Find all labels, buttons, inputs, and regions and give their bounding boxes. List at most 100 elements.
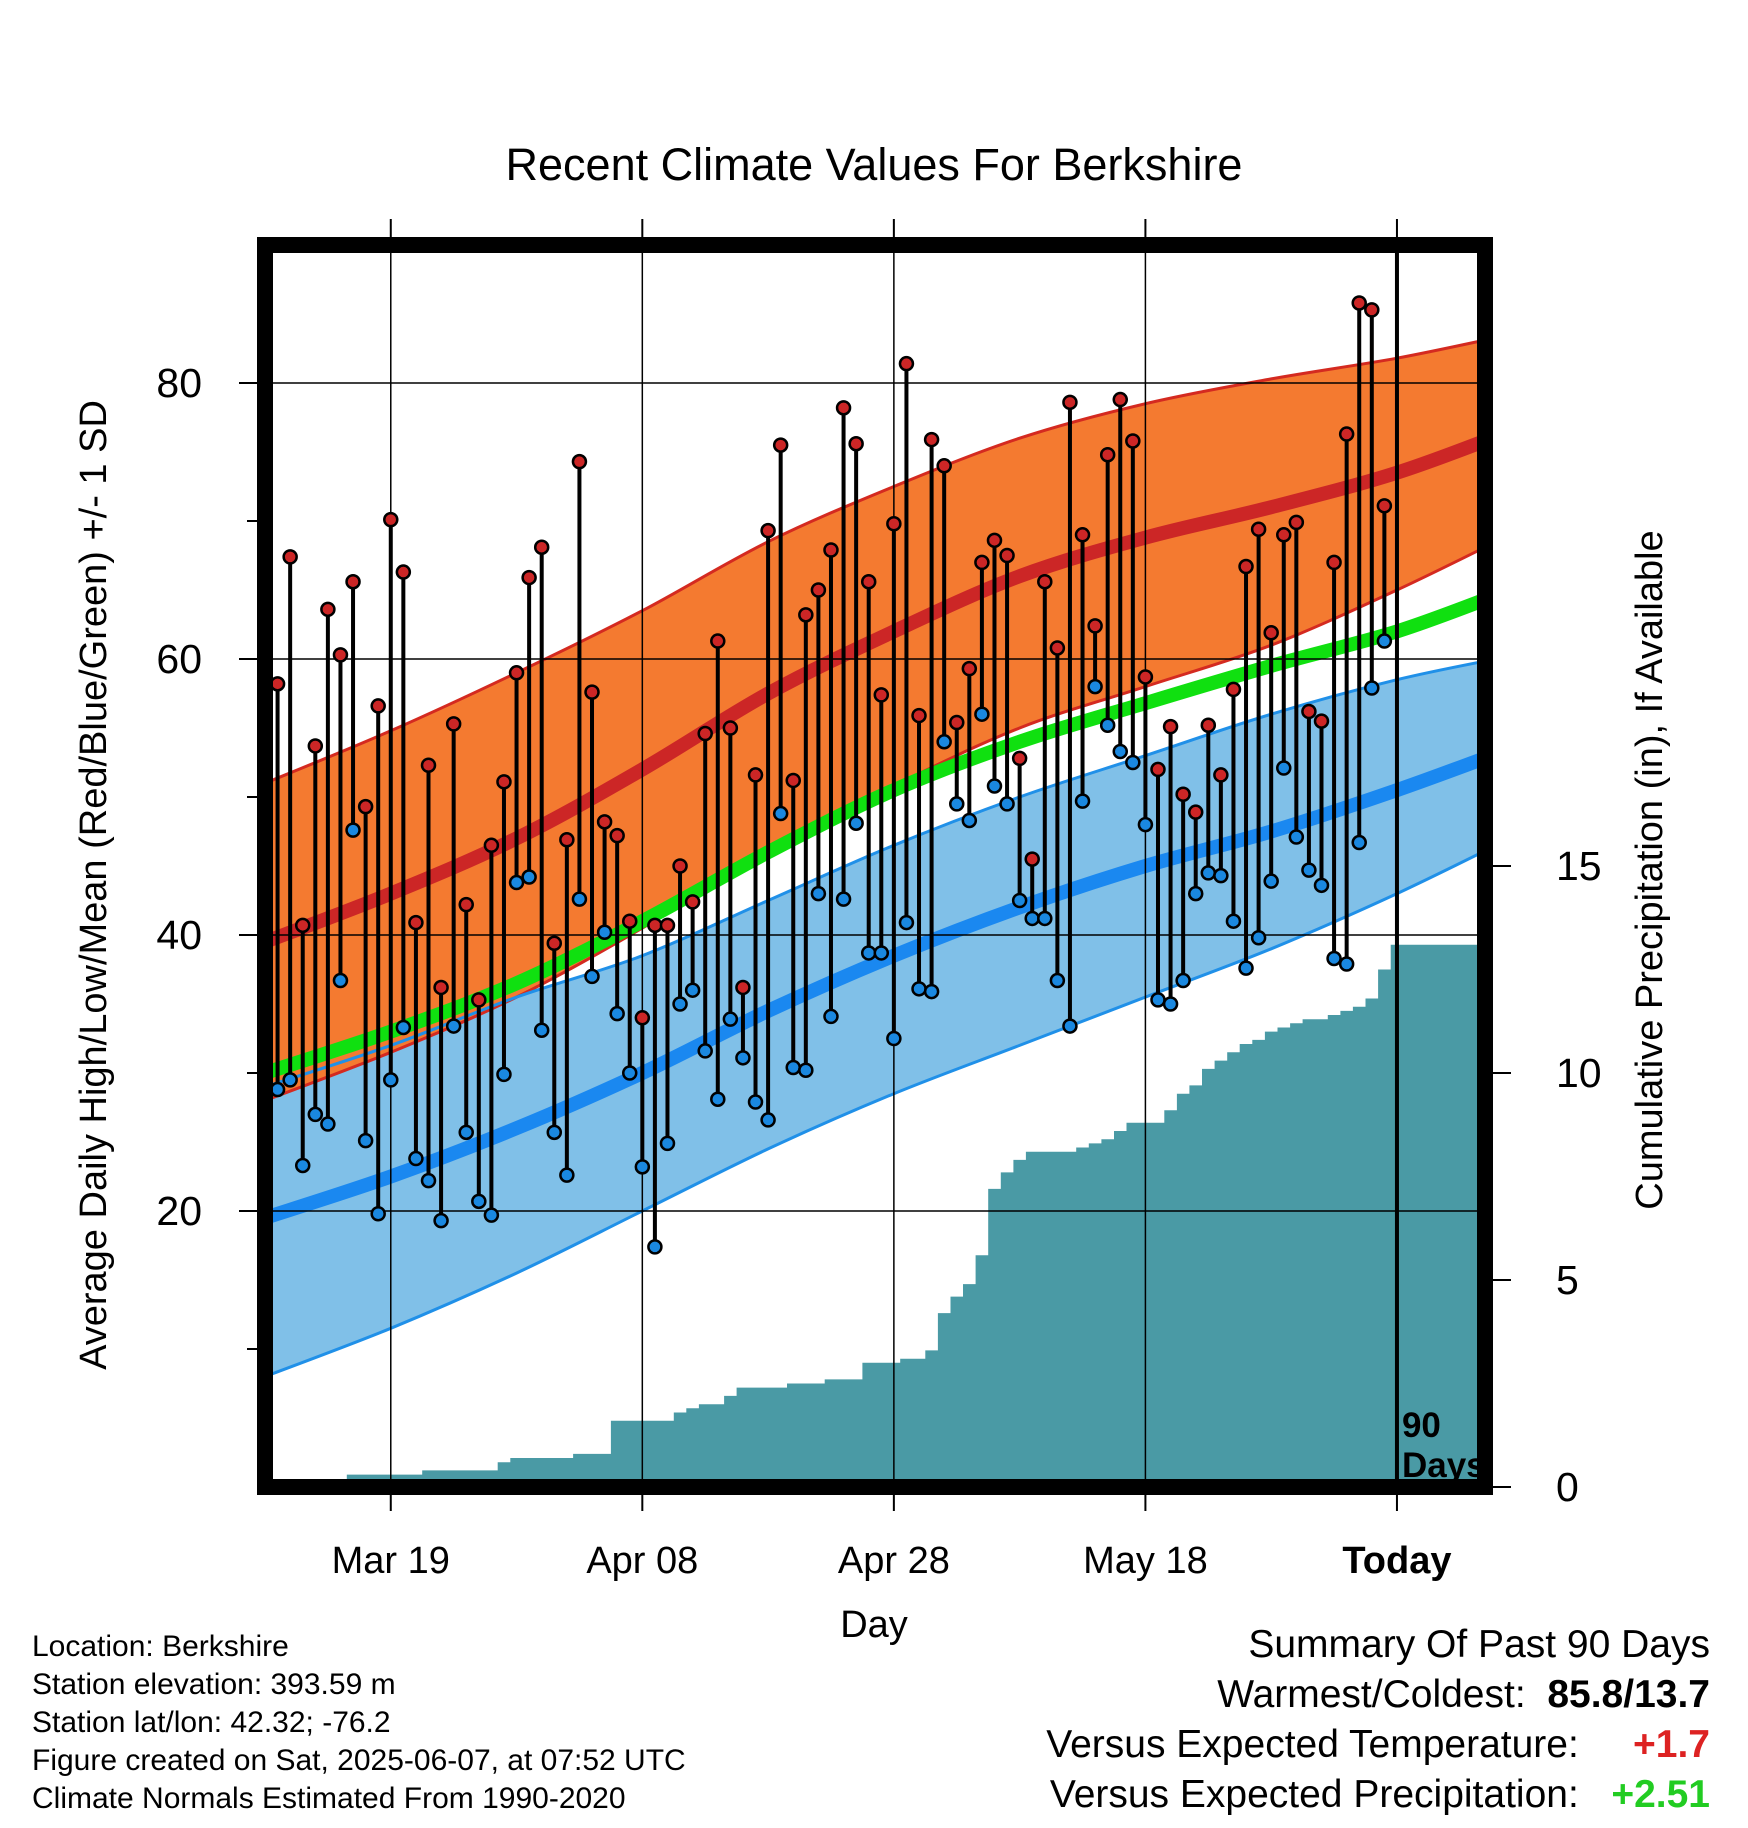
daily-low-point	[659, 1135, 676, 1152]
daily-low-point	[634, 1159, 651, 1175]
daily-low-point	[810, 885, 827, 902]
plot-content: 90 Days	[272, 252, 1486, 1485]
daily-low-point	[533, 1022, 550, 1038]
daily-high-point	[936, 458, 952, 474]
daily-low-point	[672, 996, 688, 1012]
daily-low-point	[772, 805, 789, 822]
y-tick-label-right: 15	[1556, 843, 1602, 889]
daily-high-point	[1200, 717, 1217, 733]
daily-low-point	[1112, 743, 1129, 760]
daily-low-point	[370, 1206, 386, 1222]
daily-low-point	[1137, 816, 1154, 833]
daily-low-point	[383, 1072, 399, 1088]
daily-low-point	[395, 1019, 412, 1036]
low-sd-band	[272, 662, 1478, 1374]
daily-high-point	[383, 511, 399, 528]
x-tick-label: Mar 19	[332, 1540, 450, 1582]
daily-low-point	[1150, 992, 1166, 1008]
summary-title: Summary Of Past 90 Days	[1248, 1623, 1710, 1666]
daily-low-point	[747, 1094, 764, 1110]
daily-high-point	[860, 573, 877, 590]
daily-high-point	[621, 913, 638, 929]
daily-low-point	[559, 1167, 575, 1183]
daily-low-point	[496, 1066, 512, 1083]
summary-precip: Versus Expected Precipitation: +2.51	[1046, 1770, 1710, 1820]
y-axis-label-right: Cumulative Precipitation (in), If Availa…	[1629, 530, 1671, 1209]
created-text: Figure created on Sat, 2025-06-07, at 07…	[32, 1744, 686, 1777]
daily-high-point	[1024, 851, 1040, 867]
y-tick-label-left: 60	[156, 636, 202, 682]
daily-low-point	[420, 1172, 437, 1189]
daily-low-point	[860, 945, 877, 961]
daily-high-point	[1301, 703, 1317, 720]
daily-low-point	[1313, 877, 1330, 894]
daily-low-point	[873, 945, 890, 961]
daily-high-point	[798, 607, 814, 623]
daily-low-point	[307, 1106, 324, 1123]
daily-high-point	[395, 564, 412, 580]
y-tick-label-right: 0	[1556, 1464, 1579, 1510]
today-days-label-line: Days	[1402, 1446, 1486, 1485]
summary-warm-cold: Warmest/Coldest: 85.8/13.7	[1046, 1670, 1710, 1720]
daily-high-point	[974, 554, 990, 571]
daily-low-point	[1037, 910, 1053, 927]
daily-high-point	[1150, 761, 1166, 778]
daily-high-point	[420, 757, 437, 774]
latlon-text: Station lat/lon: 42.32; -76.2	[32, 1706, 391, 1739]
daily-high-point	[1326, 554, 1342, 571]
daily-high-point	[772, 437, 789, 453]
daily-low-point	[1200, 865, 1217, 881]
daily-high-point	[1187, 804, 1204, 820]
daily-low-point	[282, 1072, 298, 1088]
daily-high-point	[1137, 669, 1154, 685]
daily-high-point	[584, 684, 600, 700]
daily-low-point	[1162, 996, 1179, 1012]
daily-high-point	[307, 738, 324, 754]
warm-cold-value: 85.8/13.7	[1547, 1673, 1710, 1716]
daily-low-point	[898, 914, 915, 931]
daily-low-point	[1250, 930, 1267, 946]
daily-high-point	[521, 569, 537, 586]
plot-frame	[257, 237, 1493, 1495]
daily-low-point	[272, 1081, 286, 1098]
daily-high-point	[496, 774, 512, 790]
daily-high-point	[810, 582, 827, 598]
normals-text: Climate Normals Estimated From 1990-2020	[32, 1782, 626, 1815]
today-days-label-line: 90	[1402, 1406, 1441, 1445]
daily-high-point	[722, 720, 739, 736]
daily-low-point	[1062, 1018, 1078, 1034]
daily-low-point	[445, 1018, 462, 1034]
daily-low-point	[584, 968, 600, 985]
daily-high-point	[1338, 426, 1355, 442]
daily-high-point	[898, 355, 915, 372]
daily-low-point	[961, 812, 978, 829]
daily-low-point	[1351, 834, 1367, 851]
plot-area: 90 Days 20 40 60 80 0 5 10 15 Mar 19 Apr 08 Apr 28 Ma…	[156, 219, 1602, 1582]
daily-high-point	[294, 917, 311, 934]
daily-low-point	[1187, 885, 1204, 902]
daily-low-point	[345, 822, 361, 838]
y-tick-label-left: 40	[156, 912, 202, 958]
daily-high-point	[609, 827, 625, 844]
daily-low-point	[621, 1065, 638, 1081]
daily-high-point	[747, 767, 764, 783]
daily-low-point	[320, 1116, 336, 1132]
daily-low-point	[521, 869, 537, 885]
daily-low-point	[332, 972, 349, 989]
daily-low-point	[571, 891, 588, 907]
daily-high-point	[1225, 681, 1242, 698]
daily-high-point	[483, 837, 500, 854]
daily-high-point	[1238, 558, 1254, 575]
daily-low-point	[1364, 680, 1380, 696]
daily-low-point	[458, 1124, 474, 1141]
daily-low-point	[1338, 956, 1355, 972]
daily-low-point	[1376, 633, 1393, 649]
daily-high-point	[848, 435, 864, 452]
daily-low-point	[1099, 717, 1116, 733]
y-tick-label-left: 80	[156, 360, 202, 406]
daily-low-point	[471, 1193, 487, 1210]
daily-high-point	[911, 707, 927, 724]
daily-high-point	[1351, 295, 1367, 311]
daily-high-point	[1263, 625, 1279, 641]
daily-high-point	[596, 814, 613, 830]
